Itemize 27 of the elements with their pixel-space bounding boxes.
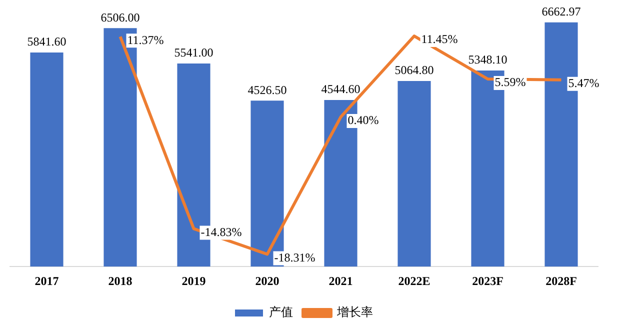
- data-label: 4544.60: [321, 82, 360, 96]
- data-label: 5541.00: [174, 46, 214, 60]
- data-label: 6662.97: [542, 4, 581, 19]
- data-label: -18.31%: [274, 250, 316, 264]
- x-tick-label: 2018: [108, 274, 132, 288]
- x-tick-label: 2022E: [398, 274, 430, 288]
- legend-label: 产值: [269, 305, 293, 320]
- legend-label: 增长率: [336, 305, 373, 320]
- bar: [30, 52, 64, 267]
- x-tick-label: 2020: [255, 274, 280, 288]
- bar: [398, 80, 431, 267]
- x-tick-label: 2017: [34, 274, 59, 288]
- data-label: 6506.00: [100, 10, 140, 24]
- data-label: 0.40%: [348, 113, 379, 128]
- data-label: 5064.80: [394, 63, 434, 78]
- data-label: 4526.50: [248, 82, 287, 97]
- data-label: 11.37%: [127, 32, 164, 47]
- data-label: 5841.60: [27, 34, 66, 49]
- x-tick-label: 2019: [182, 274, 206, 288]
- data-label: 11.45%: [421, 32, 458, 46]
- x-tick-label: 2021: [328, 274, 353, 288]
- x-tick-label: 2028F: [546, 274, 577, 288]
- data-label: 5.59%: [494, 75, 526, 90]
- data-label: 5.47%: [568, 76, 600, 90]
- data-label: -14.83%: [200, 224, 242, 239]
- data-label: 5348.10: [468, 52, 508, 67]
- x-tick-label: 2023F: [472, 274, 504, 288]
